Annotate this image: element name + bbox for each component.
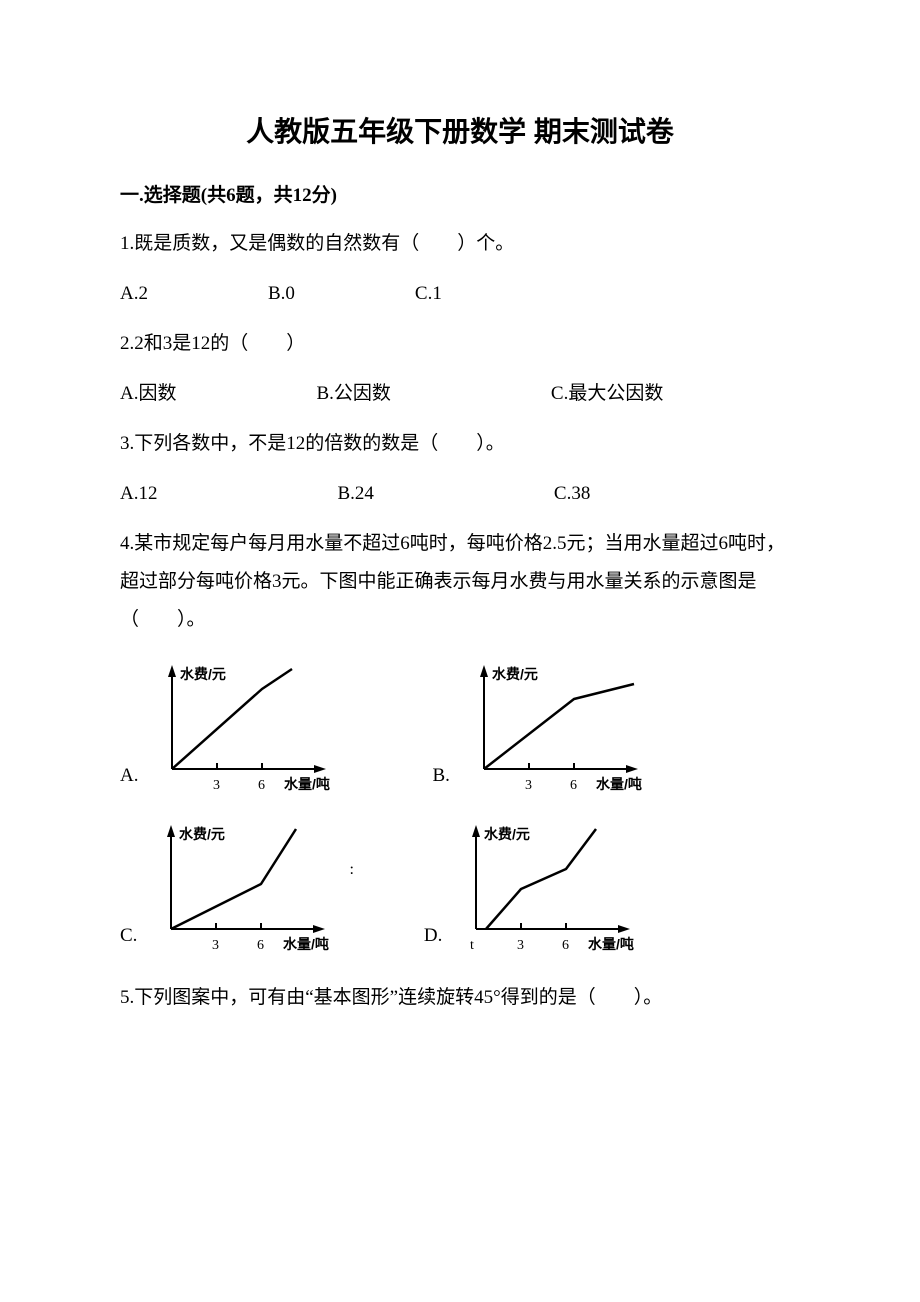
svg-text:3: 3 [213,778,220,793]
q1-opt-a: A.2 [120,275,148,313]
question-1-options: A.2 B.0 C.1 [120,275,800,313]
svg-text:水费/元: 水费/元 [492,666,538,682]
q4-opt-d-label: D. [424,925,442,947]
question-2: 2.2和3是12的（ ） [120,325,800,363]
question-4: 4.某市规定每户每月用水量不超过6吨时，每吨价格2.5元；当用水量超过6吨时，超… [120,525,800,639]
q3-opt-a: A.12 [120,475,157,513]
q4-opt-b: B. 水费/元水量/吨 3 6 [432,659,653,799]
q4-chart-row-2: C. 水费/元水量/吨 3 6 : D. 水费/元水量/吨 3 6 t [120,819,800,959]
stray-colon: : [349,861,353,879]
q4-opt-a-label: A. [120,765,138,787]
question-5: 5.下列图案中，可有由“基本图形”连续旋转45°得到的是（ ）。 [120,979,800,1017]
svg-text:水费/元: 水费/元 [484,826,530,842]
page-title: 人教版五年级下册数学 期末测试卷 [120,110,800,150]
q2-opt-b: B.公因数 [316,375,390,413]
q4-opt-c: C. 水费/元水量/吨 3 6 : [120,819,354,959]
question-3-options: A.12 B.24 C.38 [120,475,800,513]
chart-a: 水费/元水量/吨 3 6 [142,659,342,799]
svg-text:水量/吨: 水量/吨 [596,776,642,792]
exam-page: 人教版五年级下册数学 期末测试卷 一.选择题(共6题，共12分) 1.既是质数，… [0,0,920,1089]
q4-opt-d: D. 水费/元水量/吨 3 6 t [424,819,646,959]
q3-opt-c: C.38 [554,475,590,513]
q4-opt-b-label: B. [432,765,449,787]
q4-chart-row-1: A. 水费/元水量/吨 3 6 B. 水费/元水量/吨 3 6 [120,659,800,799]
q2-opt-a: A.因数 [120,375,176,413]
svg-text:3: 3 [525,778,532,793]
svg-text:6: 6 [257,938,264,953]
section-heading: 一.选择题(共6题，共12分) [120,180,800,207]
svg-text:6: 6 [258,778,265,793]
svg-text:水量/吨: 水量/吨 [284,776,330,792]
q2-opt-c: C.最大公因数 [551,375,663,413]
svg-text:3: 3 [517,938,524,953]
question-1: 1.既是质数，又是偶数的自然数有（ ）个。 [120,225,800,263]
chart-b: 水费/元水量/吨 3 6 [454,659,654,799]
q4-opt-a: A. 水费/元水量/吨 3 6 [120,659,342,799]
svg-text:3: 3 [212,938,219,953]
svg-text:6: 6 [570,778,577,793]
q1-opt-c: C.1 [415,275,442,313]
svg-text:水费/元: 水费/元 [179,826,225,842]
chart-d: 水费/元水量/吨 3 6 t [446,819,646,959]
svg-text:t: t [470,938,474,953]
svg-text:6: 6 [562,938,569,953]
svg-text:水量/吨: 水量/吨 [588,936,634,952]
question-2-options: A.因数 B.公因数 C.最大公因数 [120,375,800,413]
chart-c: 水费/元水量/吨 3 6 [141,819,341,959]
question-3: 3.下列各数中，不是12的倍数的数是（ ）。 [120,425,800,463]
svg-text:水量/吨: 水量/吨 [283,936,329,952]
q3-opt-b: B.24 [337,475,373,513]
q4-opt-c-label: C. [120,925,137,947]
q1-opt-b: B.0 [268,275,295,313]
svg-text:水费/元: 水费/元 [180,666,226,682]
